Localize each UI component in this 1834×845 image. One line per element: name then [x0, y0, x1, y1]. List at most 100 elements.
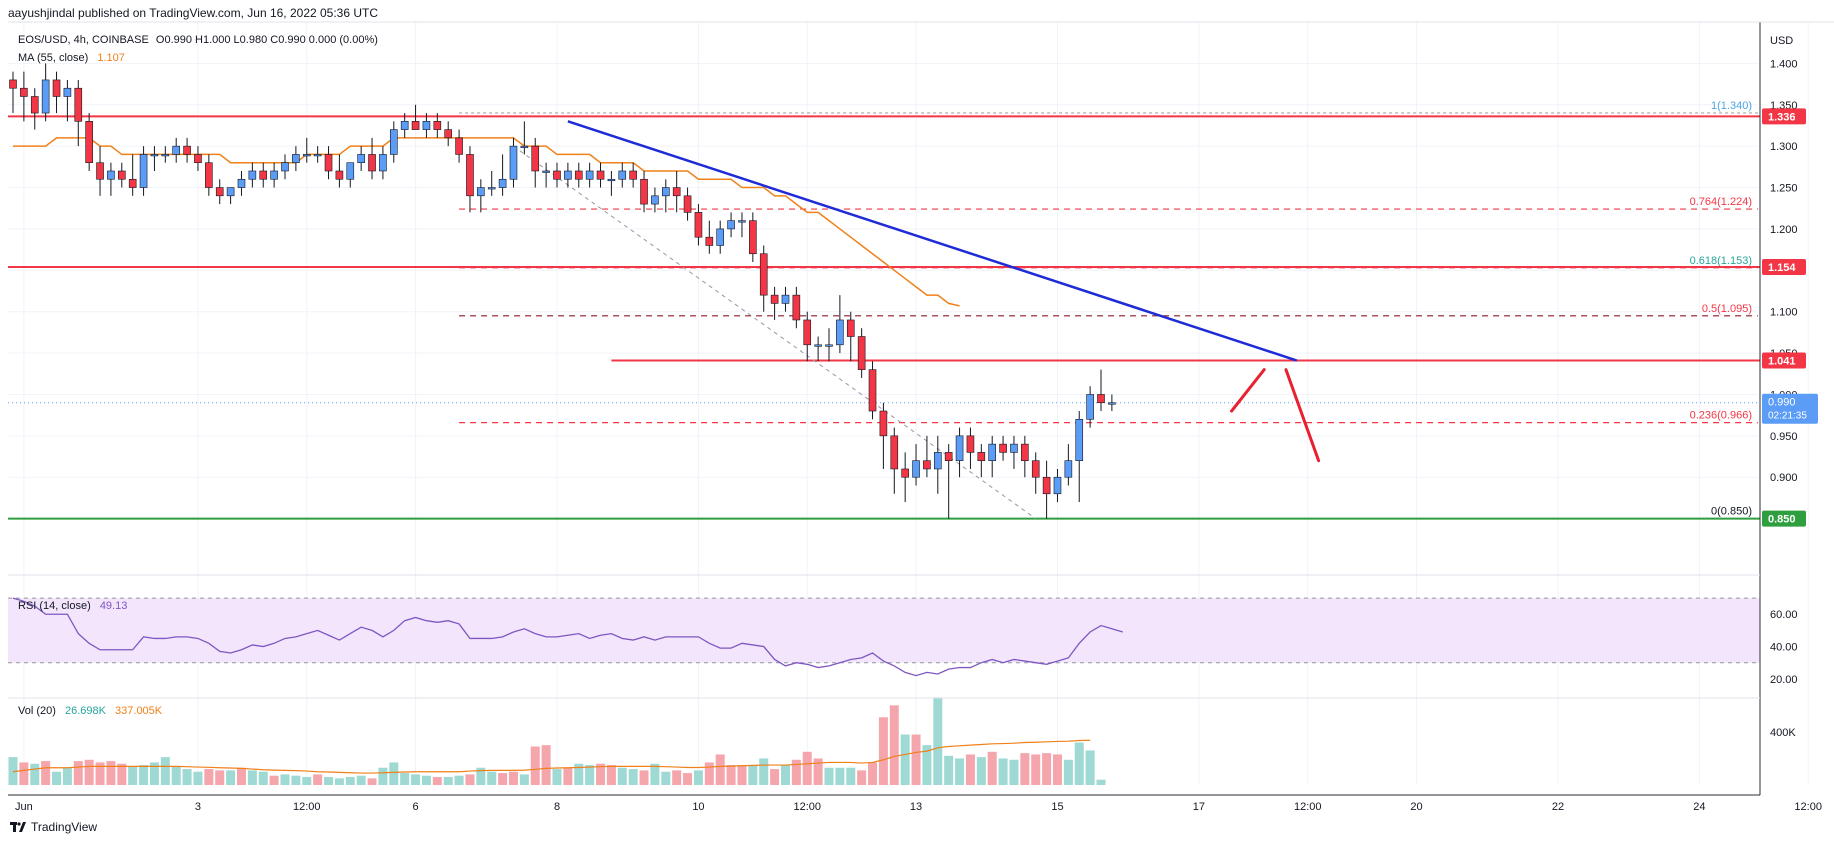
volume-bar[interactable]: [596, 763, 606, 785]
volume-bar[interactable]: [911, 734, 921, 785]
volume-bar[interactable]: [835, 767, 845, 785]
candle-body[interactable]: [52, 79, 61, 97]
volume-bar[interactable]: [1096, 779, 1106, 785]
candle-body[interactable]: [553, 170, 561, 180]
candle-body[interactable]: [683, 195, 692, 213]
rsi-legend[interactable]: RSI (14, close) 49.13: [18, 600, 127, 612]
candle-body[interactable]: [107, 170, 115, 180]
candle-body[interactable]: [237, 178, 246, 188]
volume-bar[interactable]: [737, 765, 747, 785]
candle-body[interactable]: [357, 154, 365, 164]
volume-bar[interactable]: [976, 757, 986, 785]
volume-bar[interactable]: [236, 767, 246, 785]
candle-body[interactable]: [520, 145, 529, 148]
candle-body[interactable]: [803, 319, 812, 346]
candle-body[interactable]: [988, 443, 997, 461]
volume-bar[interactable]: [552, 769, 562, 785]
candle-body[interactable]: [607, 178, 616, 182]
bearish-trend-line[interactable]: [567, 120, 1298, 362]
candle-body[interactable]: [313, 154, 322, 157]
candle-body[interactable]: [727, 220, 735, 230]
candle-body[interactable]: [868, 369, 877, 412]
volume-bar[interactable]: [791, 759, 801, 785]
candle-body[interactable]: [302, 154, 311, 157]
volume-bar[interactable]: [998, 758, 1008, 785]
volume-bar[interactable]: [1009, 759, 1019, 785]
volume-bar[interactable]: [247, 770, 257, 785]
candle-body[interactable]: [1064, 460, 1073, 478]
volume-bar[interactable]: [868, 762, 878, 785]
volume-bar[interactable]: [367, 778, 377, 785]
candle-body[interactable]: [999, 443, 1007, 453]
candle-body[interactable]: [694, 212, 703, 238]
volume-bar[interactable]: [715, 754, 725, 785]
rsi-pane[interactable]: [8, 597, 1760, 677]
candle-body[interactable]: [444, 129, 453, 139]
candle-body[interactable]: [629, 170, 637, 180]
volume-bar[interactable]: [258, 771, 268, 785]
volume-bar[interactable]: [160, 757, 170, 785]
candle-body[interactable]: [433, 121, 442, 130]
ma-legend[interactable]: MA (55, close) 1.107: [18, 52, 125, 64]
candle-body[interactable]: [1108, 402, 1116, 405]
volume-bar[interactable]: [487, 771, 497, 785]
volume-bar[interactable]: [139, 765, 149, 785]
candle-body[interactable]: [792, 294, 801, 321]
volume-bar[interactable]: [955, 758, 965, 785]
volume-bar[interactable]: [1042, 753, 1052, 785]
candle-body[interactable]: [574, 170, 583, 180]
candle-body[interactable]: [596, 170, 605, 180]
candle-body[interactable]: [379, 154, 387, 172]
volume-bar[interactable]: [400, 773, 410, 785]
volume-bar[interactable]: [182, 769, 192, 785]
volume-bar[interactable]: [759, 758, 769, 785]
volume-bar[interactable]: [889, 705, 899, 785]
candle-body[interactable]: [618, 170, 627, 180]
volume-bar[interactable]: [411, 774, 421, 785]
volume-bar[interactable]: [226, 770, 236, 785]
candle-body[interactable]: [74, 87, 83, 122]
candle-body[interactable]: [585, 170, 594, 180]
volume-bar[interactable]: [563, 767, 573, 785]
candle-body[interactable]: [814, 344, 822, 347]
volume-bar[interactable]: [41, 761, 51, 785]
candle-body[interactable]: [640, 178, 648, 205]
volume-bar[interactable]: [965, 754, 975, 785]
volume-bar[interactable]: [19, 762, 29, 785]
volume-bar[interactable]: [541, 745, 551, 785]
candle-body[interactable]: [1021, 443, 1029, 461]
volume-bar[interactable]: [476, 767, 486, 785]
volume-bar[interactable]: [813, 758, 823, 785]
volume-bar[interactable]: [748, 765, 758, 785]
candle-body[interactable]: [651, 195, 659, 205]
candle-body[interactable]: [661, 187, 670, 197]
candle-body[interactable]: [215, 187, 224, 197]
candle-body[interactable]: [226, 187, 235, 197]
candle-body[interactable]: [41, 79, 50, 114]
volume-bar[interactable]: [704, 762, 714, 785]
volume-bar[interactable]: [519, 774, 529, 785]
candle-body[interactable]: [292, 154, 300, 164]
candle-body[interactable]: [85, 121, 93, 164]
candle-body[interactable]: [248, 170, 257, 180]
fib-anchor-diagonal[interactable]: [513, 145, 1037, 520]
volume-bar[interactable]: [574, 763, 584, 785]
volume-bar[interactable]: [215, 770, 225, 785]
candle-body[interactable]: [1075, 418, 1084, 461]
candle-body[interactable]: [716, 228, 725, 246]
candle-body[interactable]: [128, 178, 137, 188]
candle-body[interactable]: [542, 170, 550, 173]
candle-body[interactable]: [324, 154, 333, 172]
candle-body[interactable]: [422, 121, 431, 130]
volume-bar[interactable]: [498, 773, 508, 785]
candle-body[interactable]: [781, 294, 790, 304]
volume-bar[interactable]: [269, 775, 279, 785]
volume-bar[interactable]: [8, 757, 18, 785]
volume-bar[interactable]: [639, 770, 649, 785]
candle-body[interactable]: [259, 170, 268, 180]
candle-body[interactable]: [890, 435, 899, 470]
volume-bar[interactable]: [922, 745, 932, 785]
candle-body[interactable]: [96, 162, 104, 180]
volume-bar[interactable]: [933, 697, 943, 785]
volume-bar[interactable]: [1074, 742, 1084, 786]
